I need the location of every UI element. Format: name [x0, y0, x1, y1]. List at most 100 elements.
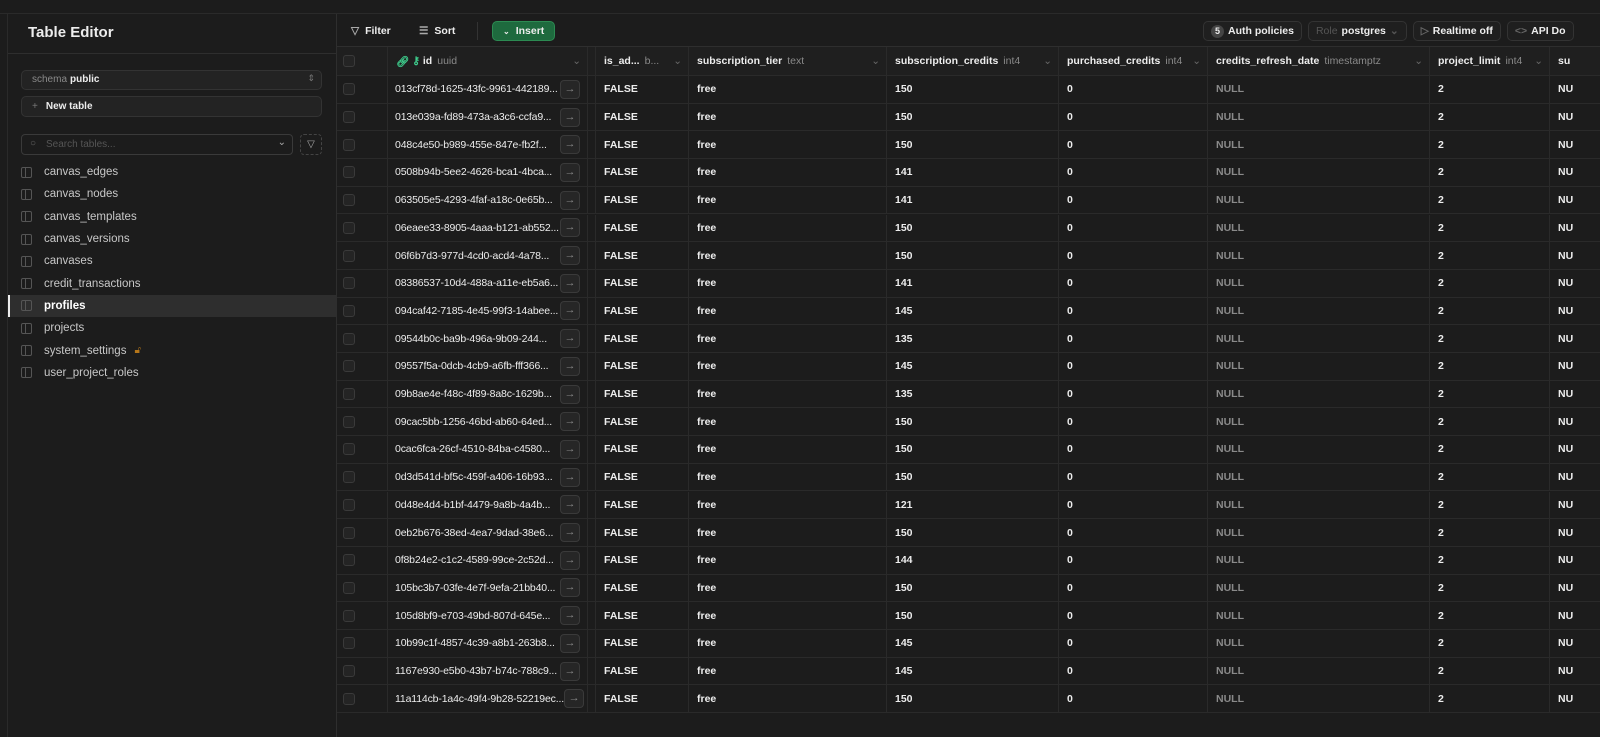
cell-su[interactable]: NU	[1550, 76, 1600, 103]
cell-is-ad---[interactable]: FALSE	[596, 103, 689, 131]
cell-subscription-credits[interactable]: 145	[887, 297, 1059, 325]
arrow-right-icon[interactable]: →	[560, 218, 580, 238]
cell-subscription-tier[interactable]: free	[689, 186, 887, 214]
chevron-down-icon[interactable]: ⌄	[1414, 55, 1423, 67]
cell-id[interactable]: 09b8ae4e-f48c-4f89-8a8c-1629b... →	[388, 380, 588, 408]
cell-su[interactable]: NU	[1550, 547, 1600, 574]
cell-subscription-tier[interactable]: free	[689, 491, 887, 519]
cell-subscription-tier[interactable]: free	[689, 519, 887, 546]
cell-su[interactable]: NU	[1550, 685, 1600, 712]
cell-purchased-credits[interactable]: 0	[1059, 353, 1208, 380]
checkbox[interactable]	[343, 83, 355, 96]
checkbox[interactable]	[343, 277, 355, 290]
table-item-profiles[interactable]: profiles	[8, 294, 336, 318]
cell-purchased-credits[interactable]: 0	[1059, 519, 1208, 546]
cell-subscription-tier[interactable]: free	[689, 242, 887, 269]
cell-subscription-tier[interactable]: free	[689, 214, 887, 242]
cell-su[interactable]: NU	[1550, 159, 1600, 186]
cell-purchased-credits[interactable]: 0	[1059, 76, 1208, 103]
cell-subscription-credits[interactable]: 150	[887, 436, 1059, 463]
cell-su[interactable]: NU	[1550, 630, 1600, 657]
chevron-down-icon[interactable]: ⌄	[1192, 55, 1201, 67]
cell-id[interactable]: 105bc3b7-03fe-4e7f-9efa-21bb40... →	[388, 574, 588, 602]
checkbox[interactable]	[343, 166, 355, 179]
cell-purchased-credits[interactable]: 0	[1059, 408, 1208, 436]
cell-project-limit[interactable]: 2	[1430, 436, 1550, 463]
cell-subscription-credits[interactable]: 141	[887, 186, 1059, 214]
chevron-down-icon[interactable]: ⌄	[1534, 55, 1543, 67]
arrow-right-icon[interactable]: →	[560, 246, 580, 266]
cell-credits-refresh-date[interactable]: NULL	[1208, 685, 1430, 713]
arrow-right-icon[interactable]: →	[560, 329, 580, 349]
checkbox[interactable]	[343, 526, 355, 539]
arrow-right-icon[interactable]: →	[560, 412, 580, 432]
cell-purchased-credits[interactable]: 0	[1059, 685, 1208, 713]
cell-id[interactable]: 013e039a-fd89-473a-a3c6-ccfa9... →	[388, 103, 588, 131]
cell-subscription-tier[interactable]: free	[689, 436, 887, 463]
column-header-is-ad---[interactable]: is_ad... b... ⌄	[596, 47, 689, 75]
arrow-right-icon[interactable]: →	[564, 689, 585, 709]
cell-subscription-credits[interactable]: 150	[887, 103, 1059, 131]
checkbox[interactable]	[343, 221, 355, 234]
cell-subscription-credits[interactable]: 150	[887, 131, 1059, 159]
table-item-canvas-edges[interactable]: canvas_edges	[8, 161, 336, 183]
cell-su[interactable]: NU	[1550, 575, 1600, 602]
cell-id[interactable]: 013cf78d-1625-43fc-9961-442189... →	[388, 76, 588, 103]
cell-is-ad---[interactable]: FALSE	[596, 657, 689, 685]
cell-is-ad---[interactable]: FALSE	[596, 76, 689, 103]
row-checkbox[interactable]	[337, 214, 388, 242]
cell-project-limit[interactable]: 2	[1430, 463, 1550, 491]
cell-purchased-credits[interactable]: 0	[1059, 159, 1208, 186]
cell-id[interactable]: 0508b94b-5ee2-4626-bca1-4bca... →	[388, 159, 588, 186]
row-checkbox[interactable]	[337, 602, 388, 629]
cell-is-ad---[interactable]: FALSE	[596, 353, 689, 380]
cell-is-ad---[interactable]: FALSE	[596, 159, 689, 186]
column-header-project-limit[interactable]: project_limit int4 ⌄	[1430, 47, 1550, 75]
cell-credits-refresh-date[interactable]: NULL	[1208, 380, 1430, 408]
cell-is-ad---[interactable]: FALSE	[596, 408, 689, 436]
checkbox[interactable]	[343, 471, 355, 484]
new-table-button[interactable]: + New table	[21, 96, 322, 117]
row-checkbox[interactable]	[337, 546, 388, 574]
cell-project-limit[interactable]: 2	[1430, 546, 1550, 574]
cell-is-ad---[interactable]: FALSE	[596, 297, 689, 325]
cell-subscription-credits[interactable]: 141	[887, 159, 1059, 186]
cell-su[interactable]: NU	[1550, 325, 1600, 352]
cell-credits-refresh-date[interactable]: NULL	[1208, 602, 1430, 629]
cell-project-limit[interactable]: 2	[1430, 657, 1550, 685]
cell-purchased-credits[interactable]: 0	[1059, 491, 1208, 519]
cell-su[interactable]: NU	[1550, 242, 1600, 269]
cell-is-ad---[interactable]: FALSE	[596, 574, 689, 602]
cell-subscription-credits[interactable]: 150	[887, 685, 1059, 713]
checkbox[interactable]	[343, 609, 355, 622]
cell-subscription-tier[interactable]: free	[689, 657, 887, 685]
insert-button[interactable]: ⌄ Insert	[492, 21, 556, 41]
sort-button[interactable]: ☰ Sort	[419, 21, 455, 41]
cell-project-limit[interactable]: 2	[1430, 214, 1550, 242]
cell-purchased-credits[interactable]: 0	[1059, 242, 1208, 269]
checkbox[interactable]	[343, 304, 355, 317]
cell-project-limit[interactable]: 2	[1430, 408, 1550, 436]
arrow-right-icon[interactable]: →	[560, 578, 580, 598]
cell-project-limit[interactable]: 2	[1430, 602, 1550, 629]
arrow-right-icon[interactable]: →	[560, 606, 580, 626]
cell-credits-refresh-date[interactable]: NULL	[1208, 242, 1430, 269]
cell-id[interactable]: 11a114cb-1a4c-49f4-9b28-52219ec... →	[388, 685, 588, 713]
cell-credits-refresh-date[interactable]: NULL	[1208, 131, 1430, 159]
arrow-right-icon[interactable]: →	[560, 301, 580, 321]
cell-subscription-credits[interactable]: 150	[887, 242, 1059, 269]
cell-credits-refresh-date[interactable]: NULL	[1208, 574, 1430, 602]
cell-id[interactable]: 0eb2b676-38ed-4ea7-9dad-38e6... →	[388, 519, 588, 546]
arrow-right-icon[interactable]: →	[560, 439, 580, 459]
cell-is-ad---[interactable]: FALSE	[596, 463, 689, 491]
checkbox[interactable]	[343, 498, 355, 511]
filter-tables-button[interactable]: ▽	[300, 134, 322, 155]
cell-subscription-tier[interactable]: free	[689, 380, 887, 408]
cell-id[interactable]: 10b99c1f-4857-4c39-a8b1-263b8... →	[388, 630, 588, 657]
cell-credits-refresh-date[interactable]: NULL	[1208, 159, 1430, 186]
cell-subscription-credits[interactable]: 150	[887, 76, 1059, 103]
cell-credits-refresh-date[interactable]: NULL	[1208, 353, 1430, 380]
cell-subscription-credits[interactable]: 135	[887, 325, 1059, 352]
cell-subscription-credits[interactable]: 135	[887, 380, 1059, 408]
table-item-canvas-nodes[interactable]: canvas_nodes	[8, 183, 336, 205]
